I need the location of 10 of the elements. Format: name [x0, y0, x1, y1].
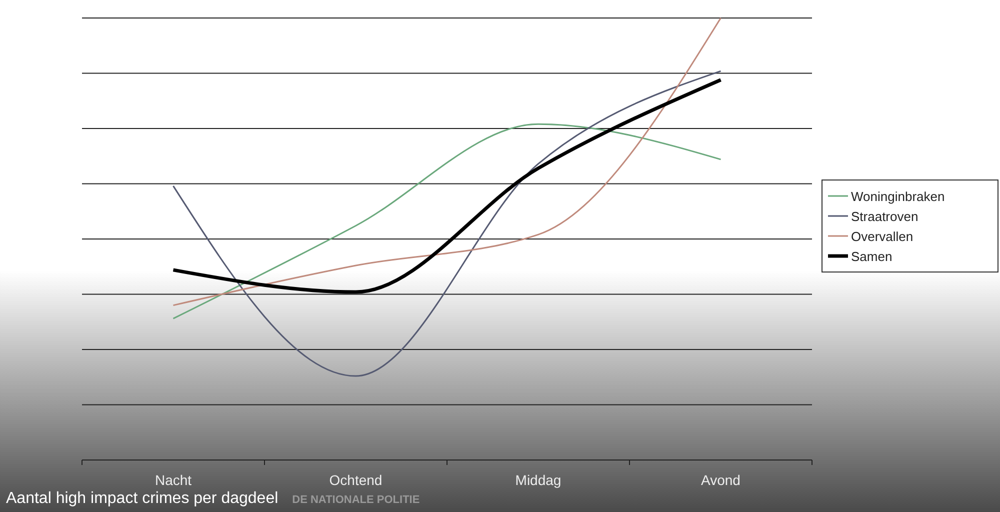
text: DE NATIONALE POLITIE [292, 494, 420, 506]
text: Aantal high impact crimes per dagdeel [6, 490, 278, 507]
x-tick-label: Middag [515, 472, 562, 488]
x-tick-label: Avond [701, 472, 740, 488]
x-tick-label: Ochtend [329, 472, 382, 488]
x-tick-label: Nacht [154, 472, 192, 488]
legend-label: Samen [851, 249, 892, 264]
legend-label: Straatroven [851, 209, 918, 224]
legend-label: Overvallen [851, 229, 914, 244]
legend-label: Woninginbraken [851, 189, 945, 204]
